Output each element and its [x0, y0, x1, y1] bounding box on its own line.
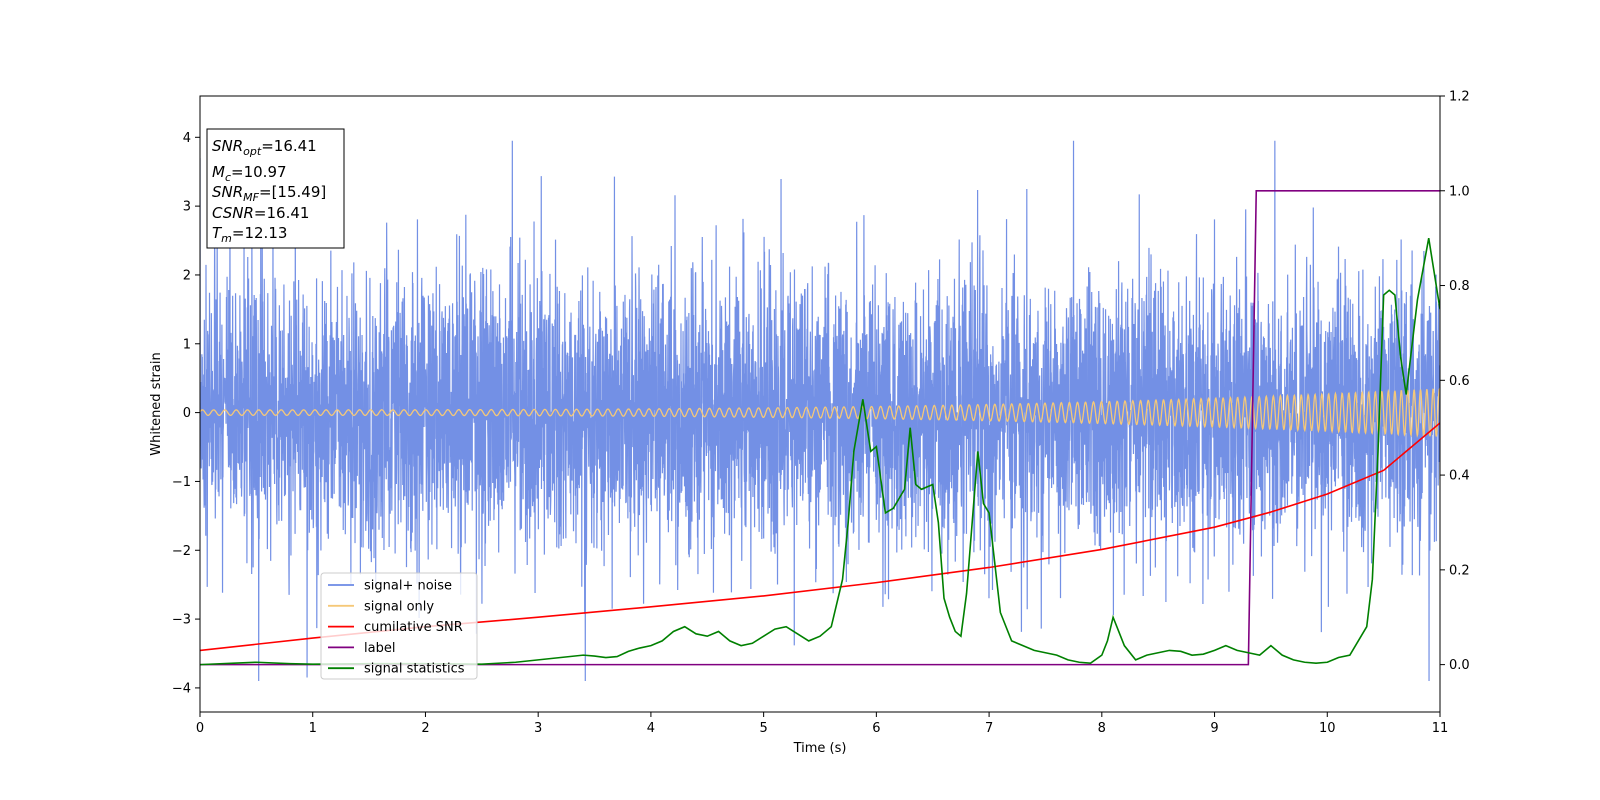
y2-tick-label: 0.0 — [1449, 658, 1470, 673]
y-tick-label: −1 — [172, 475, 191, 490]
y2-tick-label: 0.6 — [1449, 374, 1470, 389]
info-tm: Tm=12.13 — [212, 224, 287, 245]
y-tick-label: 0 — [183, 406, 191, 421]
series-signal-noise — [200, 140, 1440, 682]
x-tick-label: 9 — [1210, 721, 1218, 736]
info-csnr: CSNR=16.41 — [212, 204, 309, 222]
series-signal-only — [200, 386, 1440, 439]
legend: signal+ noise signal only cumilative SNR la… — [320, 572, 478, 680]
legend-label-signal-noise: signal+ noise — [364, 579, 452, 594]
x-tick-label: 4 — [647, 721, 655, 736]
x-tick-label: 2 — [421, 721, 429, 736]
legend-label-cumilative-snr: cumilative SNR — [364, 620, 463, 635]
x-tick-label: 1 — [309, 721, 317, 736]
y2-tick-label: 1.0 — [1449, 184, 1470, 199]
y2-tick-label: 1.2 — [1449, 90, 1470, 105]
y-tick-label: 2 — [183, 268, 191, 283]
y-tick-label: 4 — [183, 131, 191, 146]
legend-label-signal-statistics: signal statistics — [364, 662, 465, 677]
x-tick-label: 3 — [534, 721, 542, 736]
y-tick-label: −4 — [172, 681, 191, 696]
y2-tick-label: 0.2 — [1449, 563, 1470, 578]
series-label — [200, 189, 1440, 666]
x-tick-label: 6 — [872, 721, 880, 736]
x-tick-label: 7 — [985, 721, 993, 736]
info-snr-opt: SNRopt=16.41 — [212, 137, 317, 158]
info-mc: Mc=10.97 — [212, 163, 287, 184]
info-snr-mf: SNRMF=[15.49] — [212, 183, 326, 204]
x-tick-label: 8 — [1098, 721, 1106, 736]
x-tick-label: 5 — [759, 721, 767, 736]
x-tick-label: 11 — [1432, 721, 1449, 736]
y2-tick-label: 0.8 — [1449, 279, 1470, 294]
axes: 0 1 2 3 4 5 6 7 8 9 10 11 −4 −3 −2 −1 0 1 2 3 4 0.0 0.2 0.4 0.6 0… — [172, 90, 1470, 737]
x-axis-label: Time (s) — [793, 741, 847, 756]
y2-tick-label: 0.4 — [1449, 469, 1470, 484]
y-tick-label: 1 — [183, 337, 191, 352]
y-axis-label: Whitened strain — [149, 352, 164, 455]
info-box: SNRopt=16.41 Mc=10.97 SNRMF=[15.49] CSNR… — [206, 128, 345, 249]
x-tick-label: 10 — [1319, 721, 1336, 736]
y-tick-label: −2 — [172, 544, 191, 559]
y-tick-label: 3 — [183, 200, 191, 215]
legend-frame — [320, 572, 478, 680]
legend-label-signal-only: signal only — [364, 599, 434, 614]
legend-label-label: label — [364, 641, 395, 656]
x-tick-label: 0 — [196, 721, 204, 736]
series-signal-statistics — [200, 238, 1440, 666]
axes-frame — [199, 95, 1441, 713]
y-tick-label: −3 — [172, 613, 191, 628]
